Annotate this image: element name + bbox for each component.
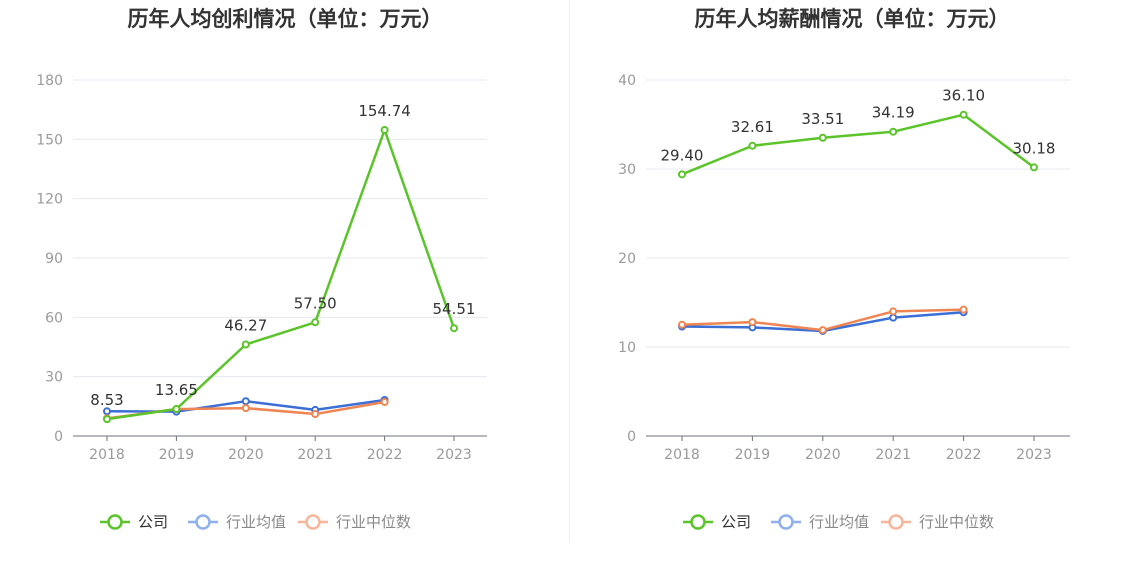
data-point[interactable]: [959, 110, 968, 119]
legend-label: 行业中位数: [336, 513, 411, 531]
legend-label: 公司: [138, 513, 168, 531]
data-label: 46.27: [224, 316, 267, 334]
x-tick-label: 2022: [367, 447, 403, 463]
data-point[interactable]: [241, 340, 250, 349]
legend-swatch-marker: [888, 514, 904, 530]
legend-item-industry-average[interactable]: 行业均值: [771, 513, 869, 531]
data-point[interactable]: [889, 127, 898, 136]
legend-item-industry-median[interactable]: 行业中位数: [881, 513, 994, 531]
y-tick-label: 0: [627, 429, 636, 445]
data-label: 57.50: [294, 294, 337, 312]
data-label: 154.74: [358, 102, 411, 120]
data-label: 36.10: [942, 87, 985, 105]
y-tick-label: 120: [36, 192, 63, 208]
data-point[interactable]: [959, 305, 968, 314]
x-tick-label: 2019: [159, 447, 195, 463]
legend-item-industry-median[interactable]: 行业中位数: [298, 513, 411, 531]
data-point[interactable]: [241, 404, 250, 413]
x-tick-label: 2023: [1016, 447, 1052, 463]
legend-swatch-marker: [107, 514, 123, 530]
data-point[interactable]: [889, 307, 898, 316]
legend: 公司 行业均值 行业中位数: [100, 513, 411, 531]
legend-item-company[interactable]: 公司: [683, 513, 751, 531]
data-label: 29.40: [661, 146, 704, 164]
chart-1: 历年人均创利情况（单位：万元） 0 30 60 90 120 150 180 2018 2019 2…: [36, 7, 487, 531]
legend-item-industry-average[interactable]: 行业均值: [188, 513, 286, 531]
legend-label: 行业中位数: [919, 513, 994, 531]
legend-label: 公司: [721, 513, 751, 531]
data-point[interactable]: [311, 318, 320, 327]
data-point[interactable]: [1030, 163, 1038, 172]
y-tick-label: 0: [54, 429, 63, 445]
data-label: 54.51: [433, 300, 476, 318]
y-tick-label: 20: [618, 251, 636, 267]
data-point[interactable]: [818, 133, 827, 142]
y-tick-label: 60: [45, 310, 63, 326]
data-label: 13.65: [155, 381, 198, 399]
legend-item-company[interactable]: 公司: [100, 513, 168, 531]
data-point[interactable]: [241, 397, 250, 406]
data-point[interactable]: [889, 313, 898, 322]
data-point[interactable]: [172, 405, 181, 414]
x-tick-label: 2018: [89, 447, 125, 463]
y-tick-label: 180: [36, 73, 63, 89]
data-point[interactable]: [450, 324, 458, 333]
data-point[interactable]: [748, 141, 757, 150]
data-point[interactable]: [678, 320, 686, 329]
x-tick-label: 2020: [805, 447, 841, 463]
chart-divider: [569, 0, 570, 542]
x-tick-label: 2022: [946, 447, 982, 463]
series-line: [106, 128, 456, 421]
data-point[interactable]: [748, 318, 757, 327]
data-label: 30.18: [1013, 139, 1056, 157]
x-tick-label: 2021: [875, 447, 911, 463]
x-tick-label: 2023: [436, 447, 472, 463]
y-tick-label: 30: [45, 370, 63, 386]
data-label: 34.19: [872, 104, 915, 122]
y-tick-label: 90: [45, 251, 63, 267]
data-label: 32.61: [731, 118, 774, 136]
chart-2: 历年人均薪酬情况（单位：万元） 0 10 20 30 40 2018 2019 2020 2021…: [618, 7, 1070, 531]
y-tick-label: 30: [618, 162, 636, 178]
legend: 公司 行业均值 行业中位数: [683, 513, 994, 531]
legend-swatch-marker: [778, 514, 794, 530]
legend-label: 行业均值: [226, 513, 286, 531]
legend-swatch-marker: [690, 514, 706, 530]
data-label: 33.51: [801, 110, 844, 128]
legend-swatch-marker: [195, 514, 211, 530]
series-line: [681, 113, 1035, 176]
legend-swatch-marker: [305, 514, 321, 530]
data-label: 8.53: [90, 391, 123, 409]
series-company: 8.53 13.65 46.27 57.50 154.74 54.51: [90, 102, 476, 424]
data-point[interactable]: [380, 397, 389, 406]
chart-title: 历年人均创利情况（单位：万元）: [128, 7, 443, 31]
x-tick-label: 2018: [664, 447, 700, 463]
data-point[interactable]: [103, 415, 111, 424]
chart-title: 历年人均薪酬情况（单位：万元）: [695, 7, 1010, 31]
y-tick-label: 150: [36, 132, 63, 148]
data-point[interactable]: [103, 407, 111, 416]
y-tick-label: 40: [618, 73, 636, 89]
x-tick-label: 2019: [735, 447, 771, 463]
series-industry-median: [678, 305, 968, 335]
legend-label: 行业均值: [809, 513, 869, 531]
data-point[interactable]: [818, 326, 827, 335]
data-point[interactable]: [311, 410, 320, 419]
data-point[interactable]: [678, 170, 686, 179]
data-point[interactable]: [380, 125, 389, 134]
x-tick-label: 2021: [297, 447, 333, 463]
series-company: 29.40 32.61 33.51 34.19 36.10 30.18: [661, 87, 1056, 179]
y-tick-label: 10: [618, 340, 636, 356]
x-tick-label: 2020: [228, 447, 264, 463]
